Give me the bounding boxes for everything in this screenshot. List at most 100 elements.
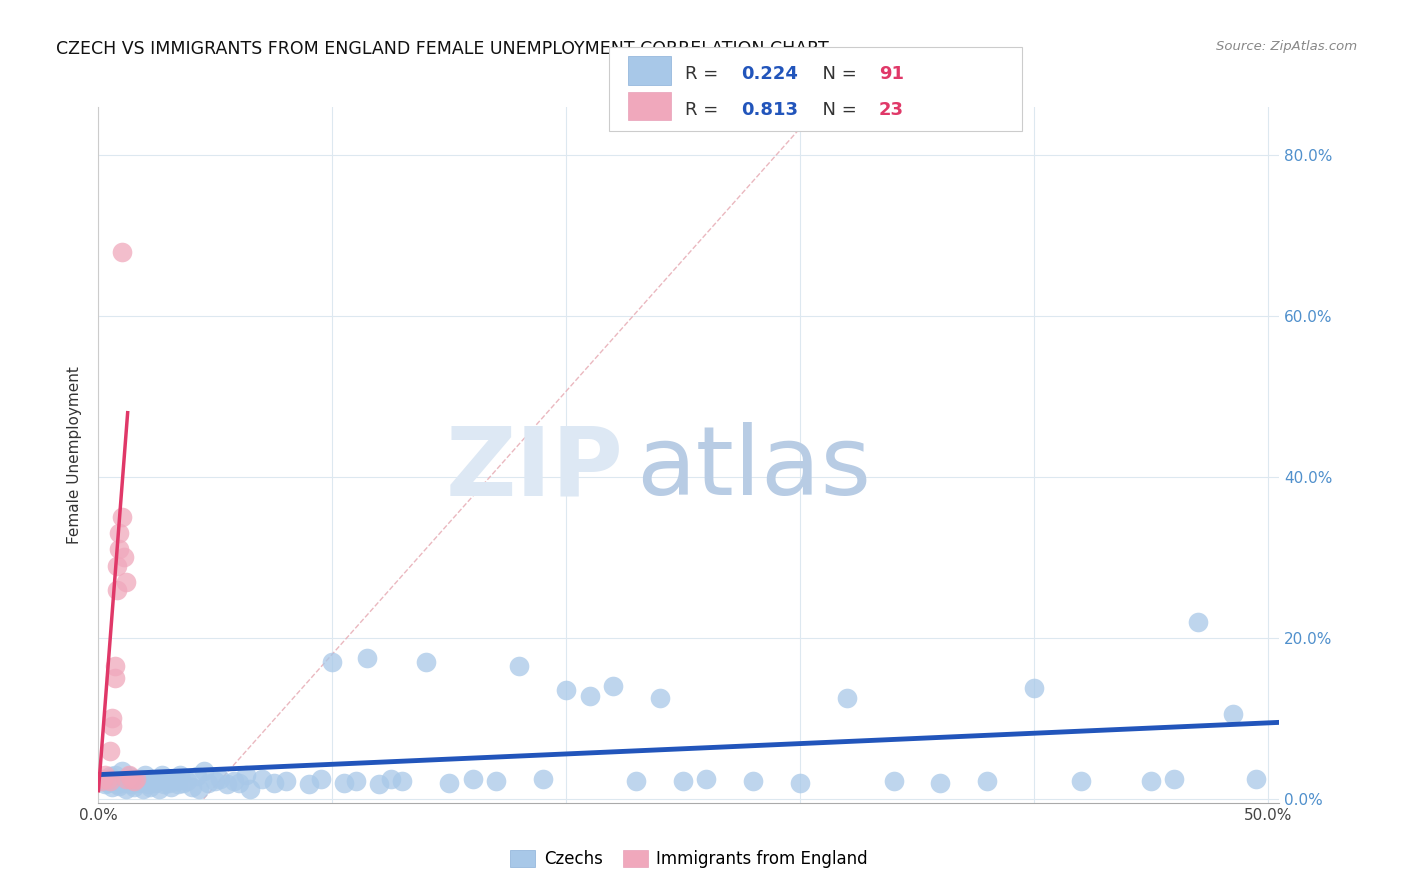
Point (485, 774, 508, 789)
Point (222, 774, 245, 789)
Point (111, 764, 134, 778)
Point (155, 774, 177, 789)
Point (150, 767, 173, 781)
Point (1022, 681, 1045, 695)
Point (115, 782, 138, 797)
Point (101, 719, 124, 733)
Text: 23: 23 (879, 101, 904, 119)
Text: ZIP: ZIP (446, 422, 624, 516)
Point (415, 655, 437, 669)
Point (263, 775, 285, 789)
Point (105, 774, 128, 789)
Point (139, 780, 162, 794)
Point (120, 772, 142, 786)
Point (105, 777, 128, 791)
Point (132, 782, 155, 797)
Text: CZECH VS IMMIGRANTS FROM ENGLAND FEMALE UNEMPLOYMENT CORRELATION CHART: CZECH VS IMMIGRANTS FROM ENGLAND FEMALE … (56, 40, 830, 58)
Point (333, 775, 356, 789)
Point (112, 772, 135, 786)
Point (115, 772, 138, 786)
Point (101, 780, 124, 794)
Point (127, 775, 149, 789)
Point (508, 659, 530, 673)
Point (368, 777, 391, 791)
Y-axis label: Female Unemployment: Female Unemployment (67, 366, 83, 544)
Point (91, 774, 114, 789)
Point (136, 774, 159, 789)
Point (134, 767, 156, 781)
Point (215, 777, 238, 791)
Point (186, 769, 208, 783)
Point (1163, 772, 1185, 786)
Text: N =: N = (811, 101, 863, 119)
Point (602, 679, 624, 693)
Point (98, 772, 121, 786)
Point (108, 779, 131, 793)
Point (91, 772, 114, 786)
Point (380, 772, 402, 786)
Text: R =: R = (685, 65, 724, 83)
Point (176, 774, 198, 789)
Point (235, 767, 257, 781)
Point (274, 774, 297, 789)
Point (125, 772, 148, 786)
Point (835, 691, 858, 706)
Point (157, 775, 180, 789)
Point (883, 774, 905, 789)
Point (90, 774, 112, 789)
Point (104, 767, 127, 781)
Point (129, 772, 152, 787)
Text: atlas: atlas (636, 422, 870, 516)
Point (98, 743, 121, 757)
Point (118, 769, 141, 783)
Point (148, 782, 170, 797)
Point (672, 774, 695, 789)
Point (112, 550, 135, 565)
Text: 0.813: 0.813 (741, 101, 799, 119)
Text: N =: N = (811, 65, 863, 83)
Point (122, 780, 145, 794)
Point (105, 558, 128, 573)
Point (1140, 774, 1163, 789)
Point (101, 711, 124, 725)
Point (97, 775, 120, 789)
Point (172, 775, 194, 789)
Point (162, 772, 184, 786)
Point (146, 772, 169, 787)
Point (98, 774, 121, 789)
Point (120, 777, 142, 791)
Point (188, 782, 211, 797)
Point (165, 774, 187, 789)
Point (555, 683, 578, 698)
Point (169, 767, 191, 781)
Point (391, 774, 413, 789)
Point (976, 774, 998, 789)
Point (204, 774, 226, 789)
Point (108, 542, 131, 557)
Point (153, 777, 176, 791)
Point (97, 772, 120, 786)
Point (125, 772, 148, 786)
Point (193, 764, 215, 778)
Point (648, 691, 671, 706)
Point (1070, 774, 1092, 789)
Point (298, 777, 321, 791)
Point (626, 774, 648, 789)
Point (105, 582, 128, 597)
Point (111, 244, 134, 259)
Point (309, 772, 332, 786)
Point (181, 780, 204, 794)
Point (344, 774, 367, 789)
Point (111, 510, 134, 524)
Point (789, 775, 811, 789)
Text: 0.224: 0.224 (741, 65, 797, 83)
Point (197, 775, 219, 789)
Point (167, 777, 190, 791)
Point (929, 775, 952, 789)
Point (742, 774, 765, 789)
Point (94, 767, 117, 781)
Point (160, 780, 183, 794)
Point (321, 655, 343, 669)
Point (356, 651, 378, 665)
Point (122, 774, 145, 789)
